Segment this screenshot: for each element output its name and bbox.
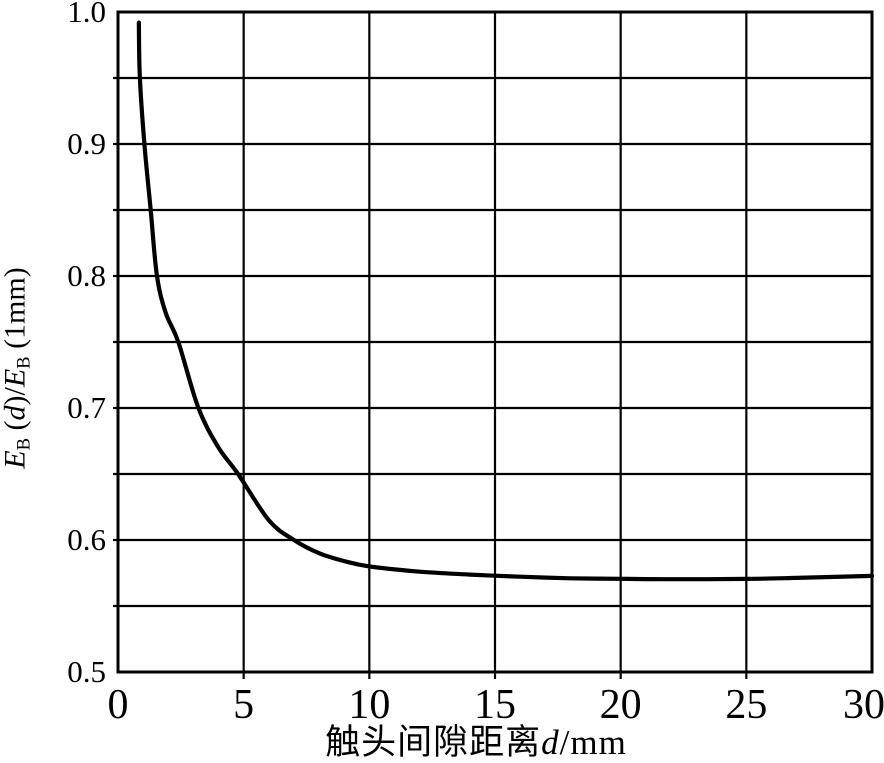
label-token: d: [541, 723, 560, 762]
label-token: 触头间隙距离: [325, 723, 542, 762]
label-token: (: [0, 420, 32, 438]
x-axis-title: 触头间隙距离d/mm: [68, 721, 884, 763]
y-tick-label: 0.9: [67, 126, 106, 161]
label-token: E: [0, 368, 32, 388]
x-tick-label: 20: [599, 682, 642, 728]
y-tick-label: 0.6: [67, 522, 106, 557]
x-tick-label: 0: [107, 682, 129, 728]
data-curve: [136, 20, 875, 582]
plot-border: [116, 10, 874, 674]
x-tick-label: 5: [233, 682, 255, 728]
y-tick-label: 0.5: [67, 654, 106, 689]
label-token: (1mm): [0, 267, 32, 357]
label-token: E: [0, 450, 32, 469]
x-tick-label: 10: [348, 682, 391, 728]
y-tick-label: 0.8: [67, 258, 106, 293]
label-token: )/: [0, 387, 32, 406]
y-axis-title: EB (d)/EB (1mm): [0, 267, 36, 468]
label-token: B: [13, 437, 35, 451]
y-tick-label: 0.7: [67, 390, 106, 425]
x-tick-label: 30: [843, 682, 884, 728]
x-tick-label: 25: [725, 682, 768, 728]
label-token: d: [0, 405, 32, 421]
label-token: B: [13, 356, 35, 369]
y-tick-label: 1.0: [67, 0, 106, 29]
label-token: /mm: [559, 723, 627, 762]
x-tick-label: 15: [474, 682, 516, 728]
